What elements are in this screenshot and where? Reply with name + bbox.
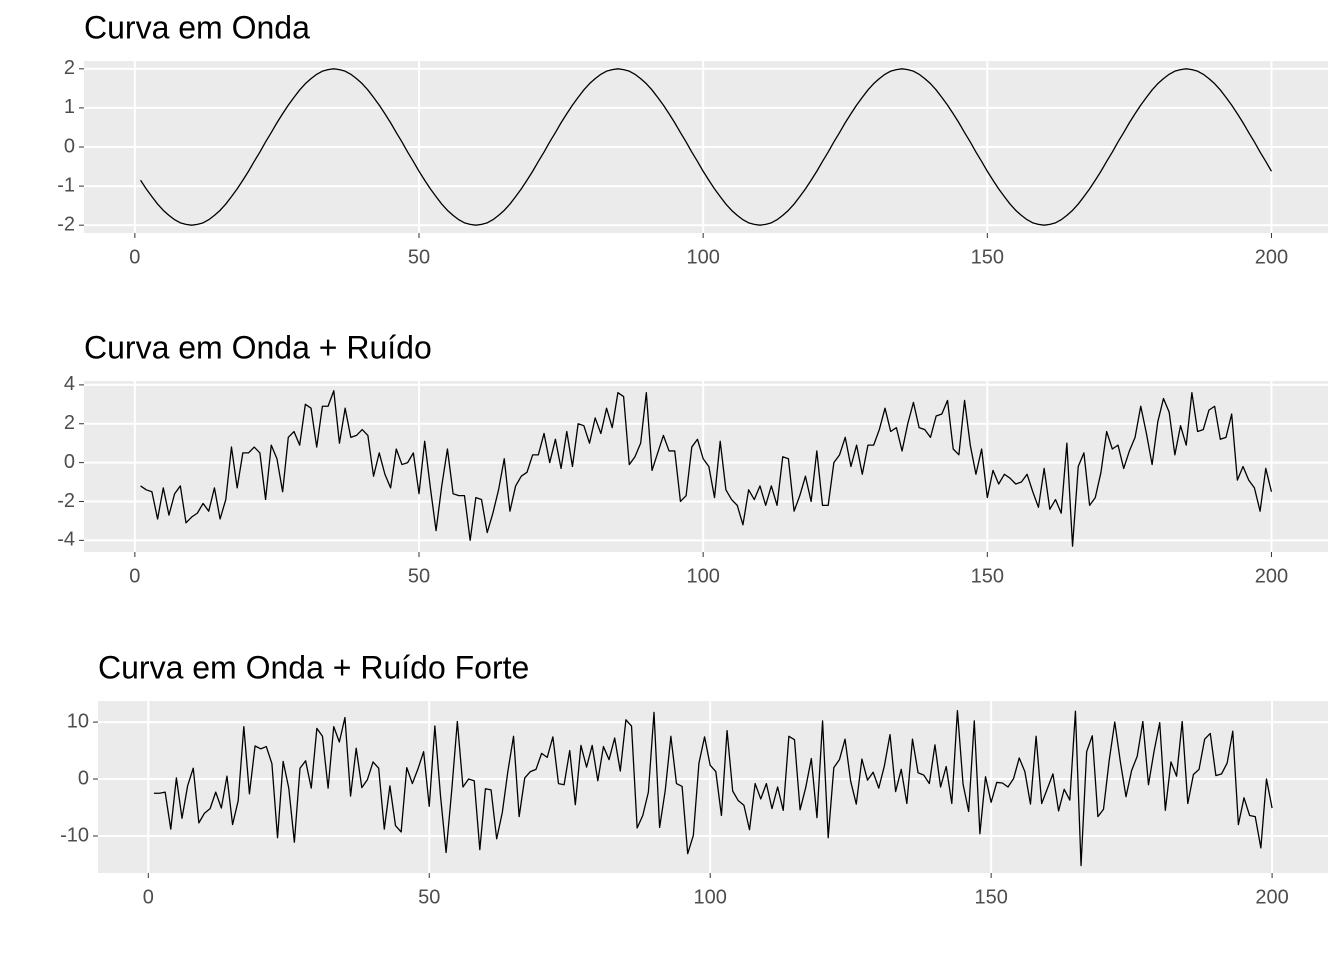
panel: Curva em Onda 0 50 100 150 200 -2 -1 0 1 2 bbox=[57, 9, 1328, 268]
x-tick-label: 0 bbox=[129, 246, 140, 268]
x-tick-label: 100 bbox=[686, 246, 719, 268]
data-line bbox=[140, 390, 1273, 547]
y-tick-label: -2 bbox=[57, 213, 75, 235]
data-line bbox=[153, 710, 1273, 867]
y-tick-label: -4 bbox=[57, 529, 75, 551]
x-tick-label: 150 bbox=[974, 886, 1007, 908]
y-tick-label: 4 bbox=[64, 373, 75, 395]
x-tick-label: 50 bbox=[418, 886, 440, 908]
y-tick-label: 2 bbox=[64, 57, 75, 79]
chart-title: Curva em Onda + Ruído Forte bbox=[98, 649, 529, 685]
x-tick-label: 200 bbox=[1255, 246, 1288, 268]
plot-background bbox=[98, 701, 1328, 873]
y-tick-label: -2 bbox=[57, 490, 75, 512]
y-tick-label: 0 bbox=[78, 767, 89, 789]
data-line bbox=[140, 68, 1273, 226]
chart-title: Curva em Onda + Ruído bbox=[84, 329, 432, 365]
x-tick-label: 200 bbox=[1255, 886, 1288, 908]
panel: Curva em Onda + Ruído 0 50 100 150 200 -4 -2 0 2 4 bbox=[57, 329, 1328, 587]
chart-title: Curva em Onda bbox=[84, 9, 310, 45]
x-tick-label: 150 bbox=[971, 246, 1004, 268]
x-tick-label: 0 bbox=[143, 886, 154, 908]
y-tick-label: 2 bbox=[64, 412, 75, 434]
x-tick-label: 100 bbox=[686, 565, 719, 587]
plot-background bbox=[84, 381, 1328, 552]
x-tick-label: 150 bbox=[971, 565, 1004, 587]
y-tick-label: 0 bbox=[64, 451, 75, 473]
x-tick-label: 0 bbox=[129, 565, 140, 587]
x-tick-label: 200 bbox=[1255, 565, 1288, 587]
y-tick-label: 0 bbox=[64, 135, 75, 157]
x-tick-label: 100 bbox=[694, 886, 727, 908]
y-tick-label: 10 bbox=[67, 710, 89, 732]
y-tick-label: -10 bbox=[60, 824, 89, 846]
y-tick-label: 1 bbox=[64, 96, 75, 118]
y-tick-label: -1 bbox=[57, 174, 75, 196]
x-tick-label: 50 bbox=[408, 246, 430, 268]
x-tick-label: 50 bbox=[408, 565, 430, 587]
